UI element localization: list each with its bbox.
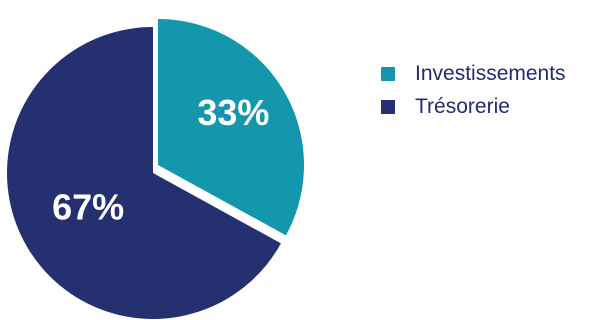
legend-swatch-investissements <box>381 66 395 81</box>
legend: Investissements Trésorerie <box>381 57 566 123</box>
pie-slice-tresorerie <box>6 27 281 319</box>
pie-slice-investissements <box>158 19 304 236</box>
data-label-tresorerie: 67% <box>52 187 124 228</box>
legend-label-tresorerie: Trésorerie <box>415 94 510 118</box>
data-label-investissements: 33% <box>197 92 269 133</box>
legend-label-investissements: Investissements <box>415 61 566 85</box>
legend-item-investissements: Investissements <box>381 57 566 90</box>
legend-swatch-tresorerie <box>381 99 395 114</box>
legend-item-tresorerie: Trésorerie <box>381 90 566 123</box>
